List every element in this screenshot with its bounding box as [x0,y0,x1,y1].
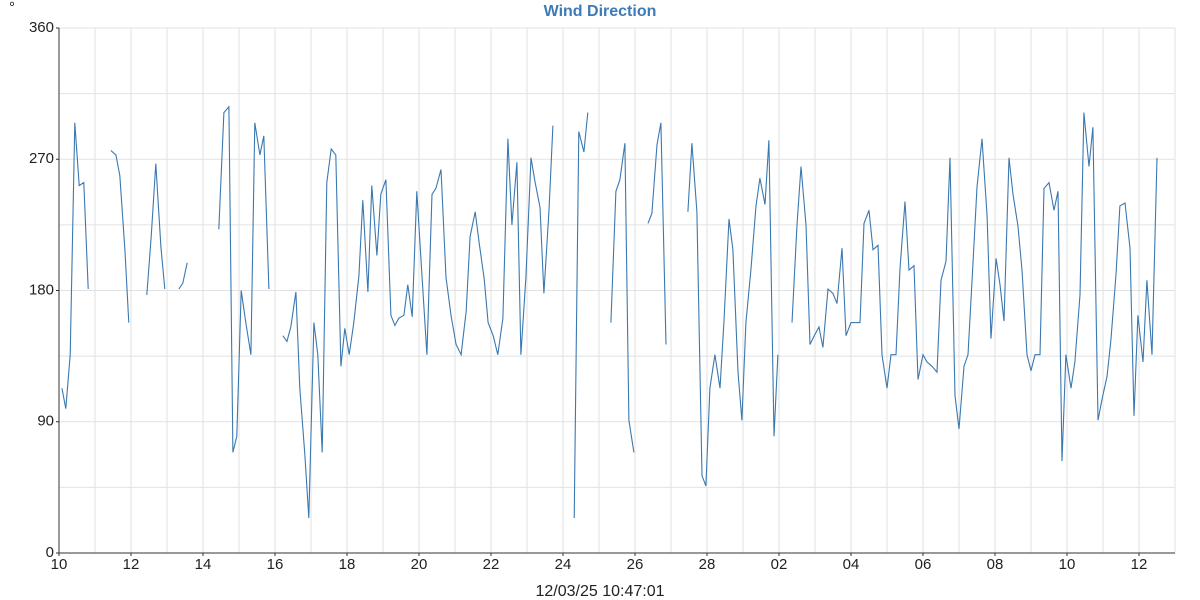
x-tick-label: 04 [843,556,860,573]
x-tick-label: 28 [699,556,716,573]
x-tick-label: 10 [51,556,68,573]
x-tick-label: 06 [915,556,932,573]
x-tick-label: 16 [267,556,284,573]
x-tick-label: 02 [771,556,788,573]
y-tick-label: 270 [29,150,54,167]
y-tick-label: 90 [37,413,54,430]
y-axis-unit: ° [9,0,15,16]
x-tick-label: 22 [483,556,500,573]
x-tick-label: 26 [627,556,644,573]
y-tick-label: 360 [29,19,54,36]
y-tick-label: 0 [46,544,54,561]
x-tick-label: 12 [123,556,140,573]
x-tick-label: 14 [195,556,212,573]
x-tick-label: 10 [1059,556,1076,573]
x-tick-label: 24 [555,556,572,573]
x-tick-label: 08 [987,556,1004,573]
x-tick-label: 20 [411,556,428,573]
x-tick-label: 12 [1131,556,1148,573]
x-axis-label: 12/03/25 10:47:01 [535,583,664,600]
chart-title: Wind Direction [544,3,657,20]
y-tick-label: 180 [29,281,54,298]
x-tick-label: 18 [339,556,356,573]
data-line [61,105,1158,519]
